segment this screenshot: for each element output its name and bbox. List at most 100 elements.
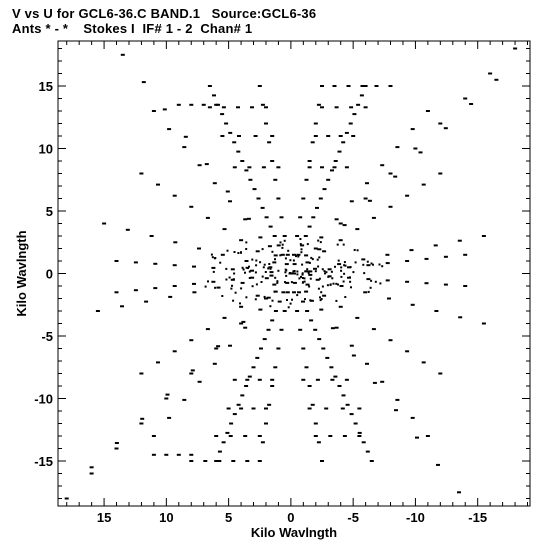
uv-point xyxy=(102,222,107,225)
uv-point-core xyxy=(306,268,309,271)
uv-point xyxy=(211,266,216,269)
uv-point xyxy=(330,169,334,172)
uv-point xyxy=(326,135,331,137)
uv-point xyxy=(334,326,339,329)
uv-point xyxy=(388,85,393,87)
uv-point xyxy=(172,350,177,353)
uv-point xyxy=(292,291,296,294)
uv-point xyxy=(320,166,324,169)
uv-point xyxy=(256,197,261,200)
uv-point xyxy=(244,169,249,172)
uv-point xyxy=(356,103,361,106)
uv-point xyxy=(266,296,271,299)
uv-point xyxy=(279,216,284,219)
uv-point xyxy=(201,103,206,106)
uv-point xyxy=(308,270,313,273)
uv-point xyxy=(371,216,376,219)
uv-point xyxy=(239,305,244,308)
uv-point xyxy=(269,274,274,277)
uv-point xyxy=(295,235,300,237)
uv-point xyxy=(252,188,257,191)
uv-point xyxy=(405,194,410,197)
uv-point xyxy=(280,253,285,256)
uv-point xyxy=(421,183,426,186)
uv-point xyxy=(151,435,156,437)
uv-point xyxy=(424,257,429,260)
uv-point xyxy=(330,327,335,330)
uv-point xyxy=(220,135,225,137)
uv-point xyxy=(226,407,231,410)
uv-point-core xyxy=(344,296,347,298)
uv-point-core xyxy=(254,271,257,274)
uv-point xyxy=(156,361,160,364)
uv-point-core xyxy=(298,277,301,280)
uv-point xyxy=(349,344,354,347)
uv-point xyxy=(443,283,448,286)
uv-point-core xyxy=(337,259,340,262)
uv-point xyxy=(357,431,362,434)
uv-point-core xyxy=(230,287,233,290)
uv-point xyxy=(212,94,216,97)
uv-point xyxy=(363,197,368,200)
uv-point xyxy=(488,72,493,75)
uv-point-core xyxy=(248,277,251,279)
uv-point xyxy=(349,200,354,203)
uv-point xyxy=(344,378,349,381)
y-tick-label: -5 xyxy=(41,329,53,344)
uv-point xyxy=(361,441,366,444)
uv-point-core xyxy=(297,255,300,258)
uv-point-core xyxy=(319,299,322,302)
uv-point-core xyxy=(317,239,320,242)
uv-point-core xyxy=(308,285,311,288)
uv-point xyxy=(347,266,351,269)
uv-point xyxy=(246,217,251,220)
uv-point-core xyxy=(260,281,263,283)
uv-point xyxy=(313,122,318,125)
uv-point xyxy=(371,328,376,331)
uv-point xyxy=(309,299,314,302)
uv-point xyxy=(355,316,360,319)
uv-point xyxy=(220,253,225,256)
uv-point-core xyxy=(318,256,321,259)
uv-point xyxy=(268,266,273,269)
uv-point-core xyxy=(264,271,267,273)
uv-point xyxy=(243,435,248,437)
uv-point-core xyxy=(262,266,265,269)
uv-point xyxy=(366,264,371,267)
uv-point xyxy=(405,260,410,262)
y-tick-label: -15 xyxy=(34,454,53,469)
uv-point xyxy=(125,228,130,231)
uv-point xyxy=(333,375,338,378)
uv-point xyxy=(276,166,281,169)
uv-point xyxy=(494,78,499,81)
uv-point xyxy=(363,291,368,294)
y-tick-label: 15 xyxy=(39,79,53,94)
uv-point xyxy=(374,85,379,87)
x-tick-label: -15 xyxy=(468,510,487,525)
uv-point xyxy=(207,85,212,87)
uv-point xyxy=(264,407,268,410)
uv-point xyxy=(239,239,244,242)
x-axis-label: Kilo Wavlngth xyxy=(251,525,337,540)
uv-point-core xyxy=(331,277,334,280)
uv-point xyxy=(481,322,486,325)
uv-point xyxy=(332,85,337,87)
uv-point xyxy=(151,110,156,112)
uv-point xyxy=(270,319,275,322)
uv-point xyxy=(120,53,125,56)
uv-point-core xyxy=(363,272,366,275)
uv-point xyxy=(64,497,69,500)
uv-point xyxy=(225,431,230,434)
uv-point xyxy=(214,435,219,437)
uv-point xyxy=(250,276,255,279)
uv-point-core xyxy=(251,285,254,288)
uv-point xyxy=(385,253,390,256)
uv-point-core xyxy=(287,249,290,252)
uv-point xyxy=(268,225,273,228)
uv-point-core xyxy=(283,239,286,242)
x-tick-label: 0 xyxy=(287,510,294,525)
uv-point xyxy=(308,273,313,276)
uv-point xyxy=(197,247,201,250)
uv-point xyxy=(279,328,284,331)
uv-point-core xyxy=(248,270,251,273)
